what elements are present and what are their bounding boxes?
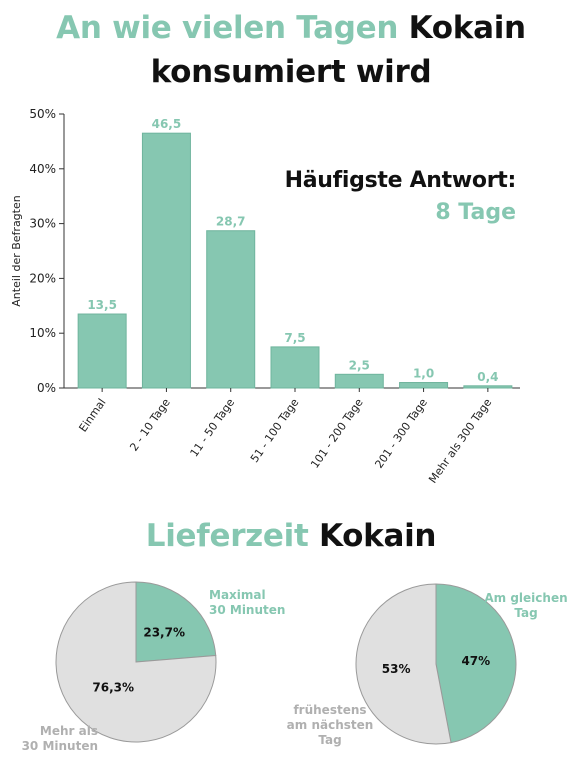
bar xyxy=(463,385,513,389)
bar-value-label: 46,5 xyxy=(152,117,182,131)
section-title: Lieferzeit Kokain xyxy=(0,514,582,558)
bar-value-label: 1,0 xyxy=(413,367,434,381)
pie-percent-label: 23,7% xyxy=(143,625,185,639)
chart-title: An wie vielen Tagen Kokain xyxy=(0,6,582,50)
pie-percent-label: 76,3% xyxy=(92,681,134,695)
bar xyxy=(270,346,320,389)
pie-caption: Mehr als xyxy=(40,724,98,738)
chart-title-line2: konsumiert wird xyxy=(150,54,432,90)
x-tick-label: 11 - 50 Tage xyxy=(188,396,238,459)
bar-value-label: 0,4 xyxy=(477,370,498,384)
pie-slice xyxy=(355,583,452,745)
y-tick-label: 20% xyxy=(29,271,56,285)
x-tick-label: 201 - 300 Tage xyxy=(372,396,430,471)
y-tick-label: 30% xyxy=(29,217,56,231)
pie-percent-label: 47% xyxy=(461,654,490,668)
y-tick-label: 40% xyxy=(29,162,56,176)
pie-slice xyxy=(55,581,217,743)
bar-value-label: 7,5 xyxy=(284,331,305,345)
section-title-accent: Lieferzeit xyxy=(145,518,309,554)
pie-caption: 30 Minuten xyxy=(22,739,98,753)
x-tick-label: 101 - 200 Tage xyxy=(308,396,366,471)
bar xyxy=(399,382,449,389)
pie-caption: am nächsten xyxy=(287,718,374,732)
pie-caption: 30 Minuten xyxy=(209,603,285,617)
chart-title-dark: Kokain xyxy=(408,10,527,46)
highlight-value: 8 Tage xyxy=(435,200,516,225)
pie-slice xyxy=(435,583,517,744)
pie-slice xyxy=(135,581,217,663)
bar xyxy=(206,230,256,389)
y-axis-label: Anteil der Befragten xyxy=(10,195,23,306)
bar-value-label: 13,5 xyxy=(87,298,117,312)
bar xyxy=(141,132,191,389)
pie-caption: Am gleichen xyxy=(484,591,567,605)
highlight-label: Häufigste Antwort: xyxy=(284,168,517,193)
chart-title-accent: An wie vielen Tagen xyxy=(56,10,399,46)
pie-caption: Tag xyxy=(318,733,341,747)
x-tick-label: 2 - 10 Tage xyxy=(127,396,173,453)
bar xyxy=(334,373,384,389)
y-tick-label: 0% xyxy=(37,381,56,395)
x-tick-label: 51 - 100 Tage xyxy=(248,396,302,465)
pie-percent-label: 53% xyxy=(382,662,411,676)
bar-chart: Anteil der Befragten 0% 10% 20% 30% 40% 50% 13,… xyxy=(10,107,520,486)
bar-value-label: 28,7 xyxy=(216,215,246,229)
bar xyxy=(77,313,127,389)
pie-caption: Maximal xyxy=(209,588,266,602)
y-tick-label: 50% xyxy=(29,107,56,121)
y-tick-label: 10% xyxy=(29,326,56,340)
bar-value-label: 2,5 xyxy=(349,358,370,372)
pie-caption: frühestens xyxy=(293,703,366,717)
x-tick-label: Einmal xyxy=(76,396,108,434)
section-title-dark: Kokain xyxy=(319,518,437,554)
x-tick-label: Mehr als 300 Tage xyxy=(426,396,494,486)
pie-caption: Tag xyxy=(514,606,537,620)
